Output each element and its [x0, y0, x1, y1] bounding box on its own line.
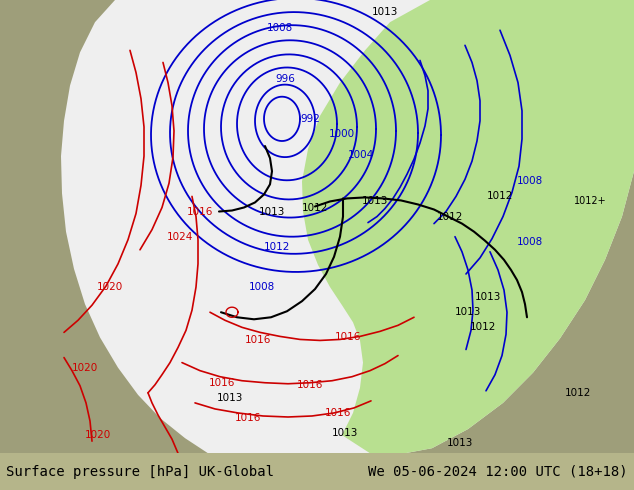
Text: 1016: 1016: [209, 378, 235, 388]
Text: 1013: 1013: [217, 393, 243, 403]
Text: 1013: 1013: [259, 206, 285, 217]
Text: 1008: 1008: [267, 23, 293, 33]
Text: 1004: 1004: [348, 150, 374, 160]
Text: 1016: 1016: [335, 332, 361, 343]
Text: 1016: 1016: [297, 380, 323, 390]
Text: 1013: 1013: [455, 307, 481, 317]
Text: 1020: 1020: [85, 430, 111, 440]
Text: 1012: 1012: [470, 322, 496, 332]
Text: 1016: 1016: [325, 408, 351, 418]
Text: Surface pressure [hPa] UK-Global: Surface pressure [hPa] UK-Global: [6, 465, 275, 479]
Text: 1020: 1020: [72, 363, 98, 372]
Text: 1013: 1013: [475, 292, 501, 302]
Text: 996: 996: [275, 74, 295, 84]
Text: 1012: 1012: [302, 203, 328, 214]
Text: 1016: 1016: [245, 336, 271, 345]
Text: 1013: 1013: [332, 428, 358, 438]
Text: 1008: 1008: [249, 282, 275, 292]
Text: 1000: 1000: [329, 129, 355, 139]
Text: 1012: 1012: [565, 388, 591, 398]
Text: 1008: 1008: [517, 176, 543, 186]
Text: 1013: 1013: [372, 7, 398, 17]
Text: 1020: 1020: [97, 282, 123, 292]
Text: 992: 992: [300, 114, 320, 124]
Text: 1013: 1013: [362, 196, 388, 206]
Text: 1016: 1016: [235, 413, 261, 423]
Text: 1008: 1008: [517, 237, 543, 247]
Text: 1024: 1024: [167, 232, 193, 242]
Polygon shape: [61, 0, 634, 453]
Text: 1012: 1012: [487, 192, 513, 201]
Text: 1016: 1016: [187, 206, 213, 217]
Text: 1013: 1013: [447, 438, 473, 448]
Text: We 05-06-2024 12:00 UTC (18+18): We 05-06-2024 12:00 UTC (18+18): [368, 465, 628, 479]
Text: 1012: 1012: [437, 212, 463, 221]
Text: 1012: 1012: [264, 242, 290, 252]
Text: 1012+: 1012+: [574, 196, 606, 206]
Polygon shape: [302, 0, 634, 453]
